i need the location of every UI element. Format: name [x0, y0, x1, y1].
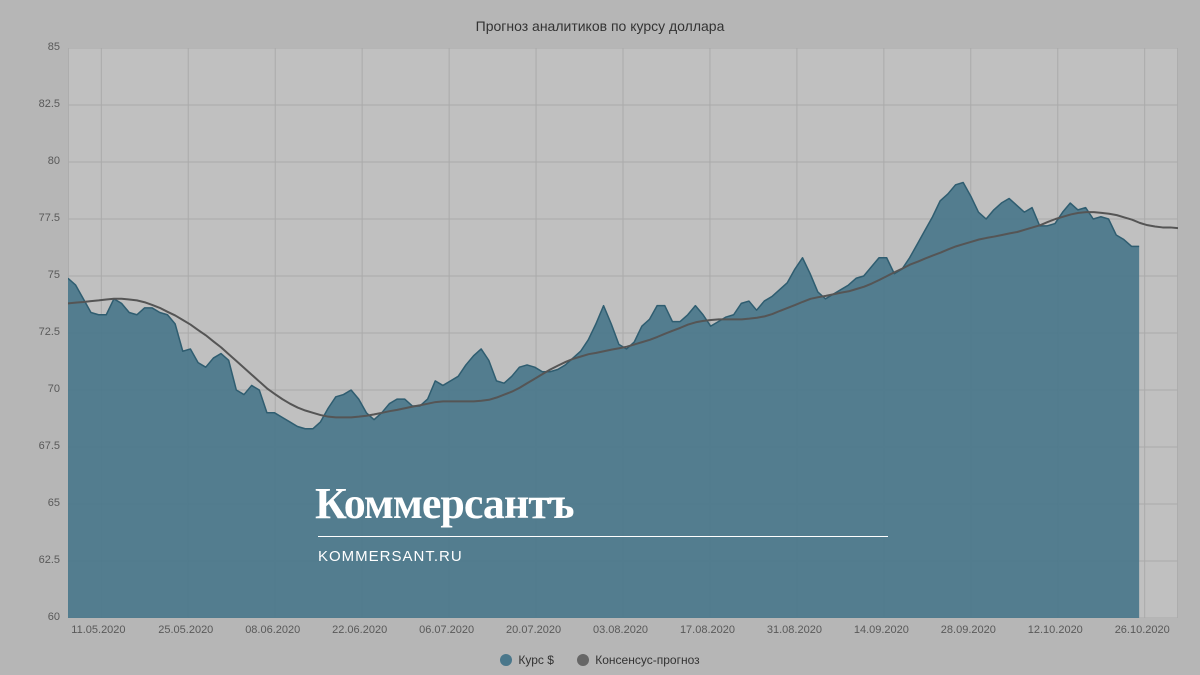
x-tick-label: 28.09.2020 [941, 624, 996, 636]
chart-legend: Курс $ Консенсус-прогноз [0, 653, 1200, 669]
legend-swatch-icon [500, 654, 512, 666]
x-tick-label: 06.07.2020 [419, 624, 474, 636]
y-tick-label: 85 [48, 41, 60, 53]
x-tick-label: 20.07.2020 [506, 624, 561, 636]
legend-item: Курс $ [500, 653, 554, 667]
y-tick-label: 67.5 [39, 440, 60, 452]
y-tick-label: 75 [48, 269, 60, 281]
y-tick-label: 72.5 [39, 326, 60, 338]
chart-container: Прогноз аналитиков по курсу доллара 60 62… [0, 0, 1200, 675]
x-tick-label: 03.08.2020 [593, 624, 648, 636]
x-tick-label: 12.10.2020 [1028, 624, 1083, 636]
legend-label: Курс $ [518, 653, 554, 667]
x-tick-label: 17.08.2020 [680, 624, 735, 636]
chart-title: Прогноз аналитиков по курсу доллара [0, 18, 1200, 34]
chart-plot [68, 48, 1178, 618]
y-tick-label: 80 [48, 155, 60, 167]
x-tick-label: 26.10.2020 [1115, 624, 1170, 636]
y-tick-label: 60 [48, 611, 60, 623]
legend-label: Консенсус-прогноз [595, 653, 699, 667]
x-tick-label: 31.08.2020 [767, 624, 822, 636]
x-tick-label: 08.06.2020 [245, 624, 300, 636]
x-tick-label: 11.05.2020 [71, 624, 125, 636]
y-tick-label: 77.5 [39, 212, 60, 224]
y-tick-label: 70 [48, 383, 60, 395]
legend-item: Консенсус-прогноз [577, 653, 699, 667]
watermark-divider [318, 536, 888, 537]
x-tick-label: 22.06.2020 [332, 624, 387, 636]
x-tick-label: 14.09.2020 [854, 624, 909, 636]
y-tick-label: 62.5 [39, 554, 60, 566]
y-tick-label: 65 [48, 497, 60, 509]
y-tick-label: 82.5 [39, 98, 60, 110]
legend-swatch-icon [577, 654, 589, 666]
x-tick-label: 25.05.2020 [158, 624, 213, 636]
